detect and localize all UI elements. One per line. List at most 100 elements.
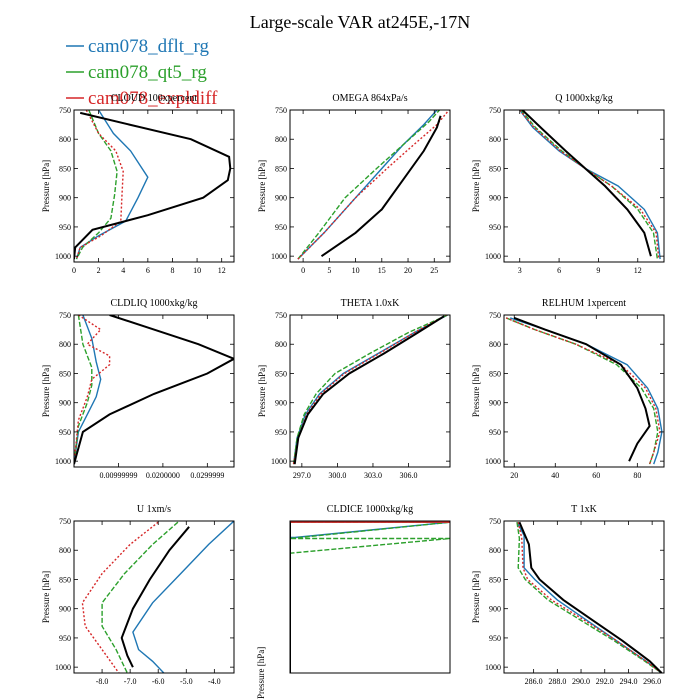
panel-title: CLDICE 1000xkg/kg	[327, 504, 413, 515]
plot-frame	[73, 109, 235, 263]
x-tick-label: 2	[97, 266, 101, 275]
chart-panel: CLDLIQ 1000xkg/kg 750 800 850 900 950 1000 0.00…	[41, 298, 235, 480]
x-tick-label: 300.0	[328, 471, 346, 480]
series-line	[520, 110, 659, 260]
y-tick-label: 900	[275, 399, 287, 408]
y-axis-label: Pressure [hPa]	[41, 571, 51, 623]
series-line	[75, 110, 149, 260]
x-tick-label: 12	[634, 266, 642, 275]
series-line	[292, 315, 448, 465]
plot-frame	[503, 520, 665, 674]
chart-panel: RELHUM 1xpercent 750 800 850 900 950 1000 20 40 6…	[471, 298, 665, 480]
y-tick-label: 850	[59, 575, 71, 584]
chart-panel: U 1xm/s 750 800 850 900 950 1000 -8.0 -7.0 -6.0 -5…	[41, 504, 235, 686]
x-tick-label: 0	[301, 266, 305, 275]
y-tick-label: 750	[489, 517, 501, 526]
panels: CLOUD 100xpercent 750 800 850 900 950 1000 0 2 4 6…	[41, 93, 665, 686]
x-tick-label: 0.0299999	[190, 471, 224, 480]
x-tick-label: 9	[596, 266, 600, 275]
series-line	[516, 522, 663, 673]
chart-panel: T 1xK 750 800 850 900 950 1000 286.0 288.0 290.0 2…	[471, 504, 665, 686]
y-tick-label: 750	[275, 106, 287, 115]
x-tick-label: 294.0	[619, 677, 637, 686]
y-tick-label: 950	[275, 223, 287, 232]
legend: cam078_dflt_rg cam078_qt5_rg cam078_expldi…	[66, 36, 218, 109]
y-tick-label: 800	[275, 135, 287, 144]
series-line	[81, 521, 159, 673]
y-tick-label: 750	[275, 311, 287, 320]
x-tick-label: 20	[510, 471, 518, 480]
x-tick-label: 80	[633, 471, 641, 480]
x-tick-label: 6	[557, 266, 561, 275]
figure-title: Large-scale VAR at245E,-17N	[250, 12, 470, 32]
y-axis-label: Pressure [hPa]	[471, 160, 481, 212]
series-line	[505, 317, 659, 465]
y-tick-label: 900	[59, 194, 71, 203]
panel-title: T 1xK	[571, 504, 597, 515]
series-line	[297, 110, 441, 260]
series-line	[290, 521, 450, 673]
x-tick-label: 4	[121, 266, 125, 275]
plot-frame	[503, 109, 665, 263]
y-tick-label: 900	[489, 605, 501, 614]
y-tick-label: 900	[489, 194, 501, 203]
x-tick-label: -5.0	[180, 677, 193, 686]
y-tick-label: 900	[59, 399, 71, 408]
y-tick-label: 800	[489, 340, 501, 349]
y-tick-label: 900	[489, 399, 501, 408]
y-tick-label: 850	[275, 369, 287, 378]
y-tick-label: 850	[489, 575, 501, 584]
y-axis-label: Pressure [hPa]	[41, 160, 51, 212]
series-line	[293, 315, 445, 465]
y-tick-label: 950	[59, 428, 71, 437]
y-tick-label: 950	[59, 634, 71, 643]
series-line	[292, 315, 447, 465]
panel-title: RELHUM 1xpercent	[542, 298, 626, 309]
series-line	[74, 315, 234, 465]
y-tick-label: 1000	[271, 457, 287, 466]
x-tick-label: 303.0	[364, 471, 382, 480]
x-tick-label: -4.0	[208, 677, 221, 686]
x-tick-label: 12	[218, 266, 226, 275]
series-line	[74, 111, 232, 260]
series-line	[320, 115, 442, 258]
x-tick-label: 25	[430, 266, 438, 275]
y-tick-label: 1000	[55, 663, 71, 672]
clipped-y-axis-label: Pressure [hPa]	[256, 647, 266, 699]
panel-title: Q 1000xkg/kg	[555, 93, 613, 104]
panel-title: OMEGA 864xPa/s	[332, 93, 407, 104]
y-tick-label: 850	[59, 164, 71, 173]
y-axis-label: Pressure [hPa]	[41, 365, 51, 417]
x-tick-label: 60	[592, 471, 600, 480]
series-line	[518, 521, 663, 673]
panel-title: CLOUD 100xpercent	[111, 93, 198, 104]
y-tick-label: 800	[59, 135, 71, 144]
chart-panel: THETA 1.0xK 750 800 850 900 950 1000 297.0 300.0…	[257, 298, 451, 480]
y-tick-label: 850	[275, 164, 287, 173]
series-line	[74, 315, 102, 465]
x-tick-label: 288.0	[548, 677, 566, 686]
series-line	[519, 110, 660, 260]
plot-frame	[73, 314, 235, 468]
series-line	[516, 521, 663, 673]
plot-frame	[503, 314, 665, 468]
y-tick-label: 750	[59, 106, 71, 115]
panel-title: CLDLIQ 1000xkg/kg	[111, 298, 198, 309]
x-tick-label: 296.0	[643, 677, 661, 686]
panel-title: THETA 1.0xK	[341, 298, 400, 309]
series-line	[505, 317, 661, 465]
x-tick-label: 10	[352, 266, 360, 275]
x-tick-label: 6	[146, 266, 150, 275]
y-axis-label: Pressure [hPa]	[257, 160, 267, 212]
y-tick-label: 1000	[485, 663, 501, 672]
y-tick-label: 1000	[485, 252, 501, 261]
plot-frame	[73, 520, 235, 674]
y-tick-label: 1000	[485, 457, 501, 466]
y-tick-label: 1000	[55, 252, 71, 261]
chart-panel: CLDICE 1000xkg/kg	[289, 504, 451, 674]
y-tick-label: 800	[275, 340, 287, 349]
x-tick-label: 8	[170, 266, 174, 275]
series-line	[75, 110, 124, 260]
chart-panel: Q 1000xkg/kg 750 800 850 900 950 1000 3 6 9 12 Pres…	[471, 93, 665, 275]
series-line	[513, 316, 651, 462]
